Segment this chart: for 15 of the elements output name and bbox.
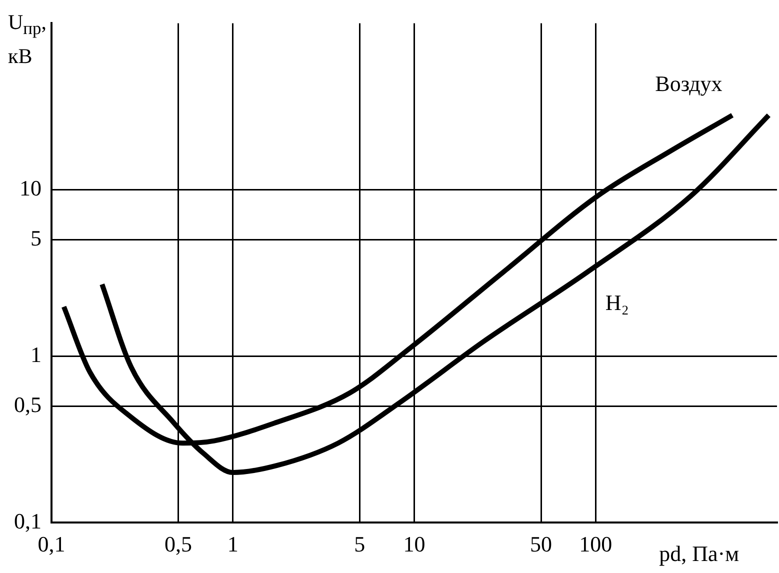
x-tick-label: 100	[579, 532, 612, 557]
x-tick-label: 5	[354, 532, 366, 557]
y-tick-label: 5	[30, 226, 42, 251]
x-tick-label: 1	[227, 532, 238, 557]
x-tick-label: 50	[530, 532, 552, 557]
y-tick-label: 1	[30, 342, 42, 367]
y-axis-title: U$_{пр}$, кВ	[8, 9, 47, 70]
x-tick-label: 0,5	[164, 532, 192, 557]
y-tick-label: 0,1	[14, 508, 42, 534]
y-tick-label: 0,5	[14, 392, 42, 418]
series-label: Воздух	[655, 71, 722, 96]
y-tick-label: 10	[20, 175, 42, 200]
series-label: H₂	[605, 290, 629, 315]
x-axis-title: pd, Па·м	[659, 541, 739, 567]
x-tick-label: 10	[403, 532, 426, 557]
